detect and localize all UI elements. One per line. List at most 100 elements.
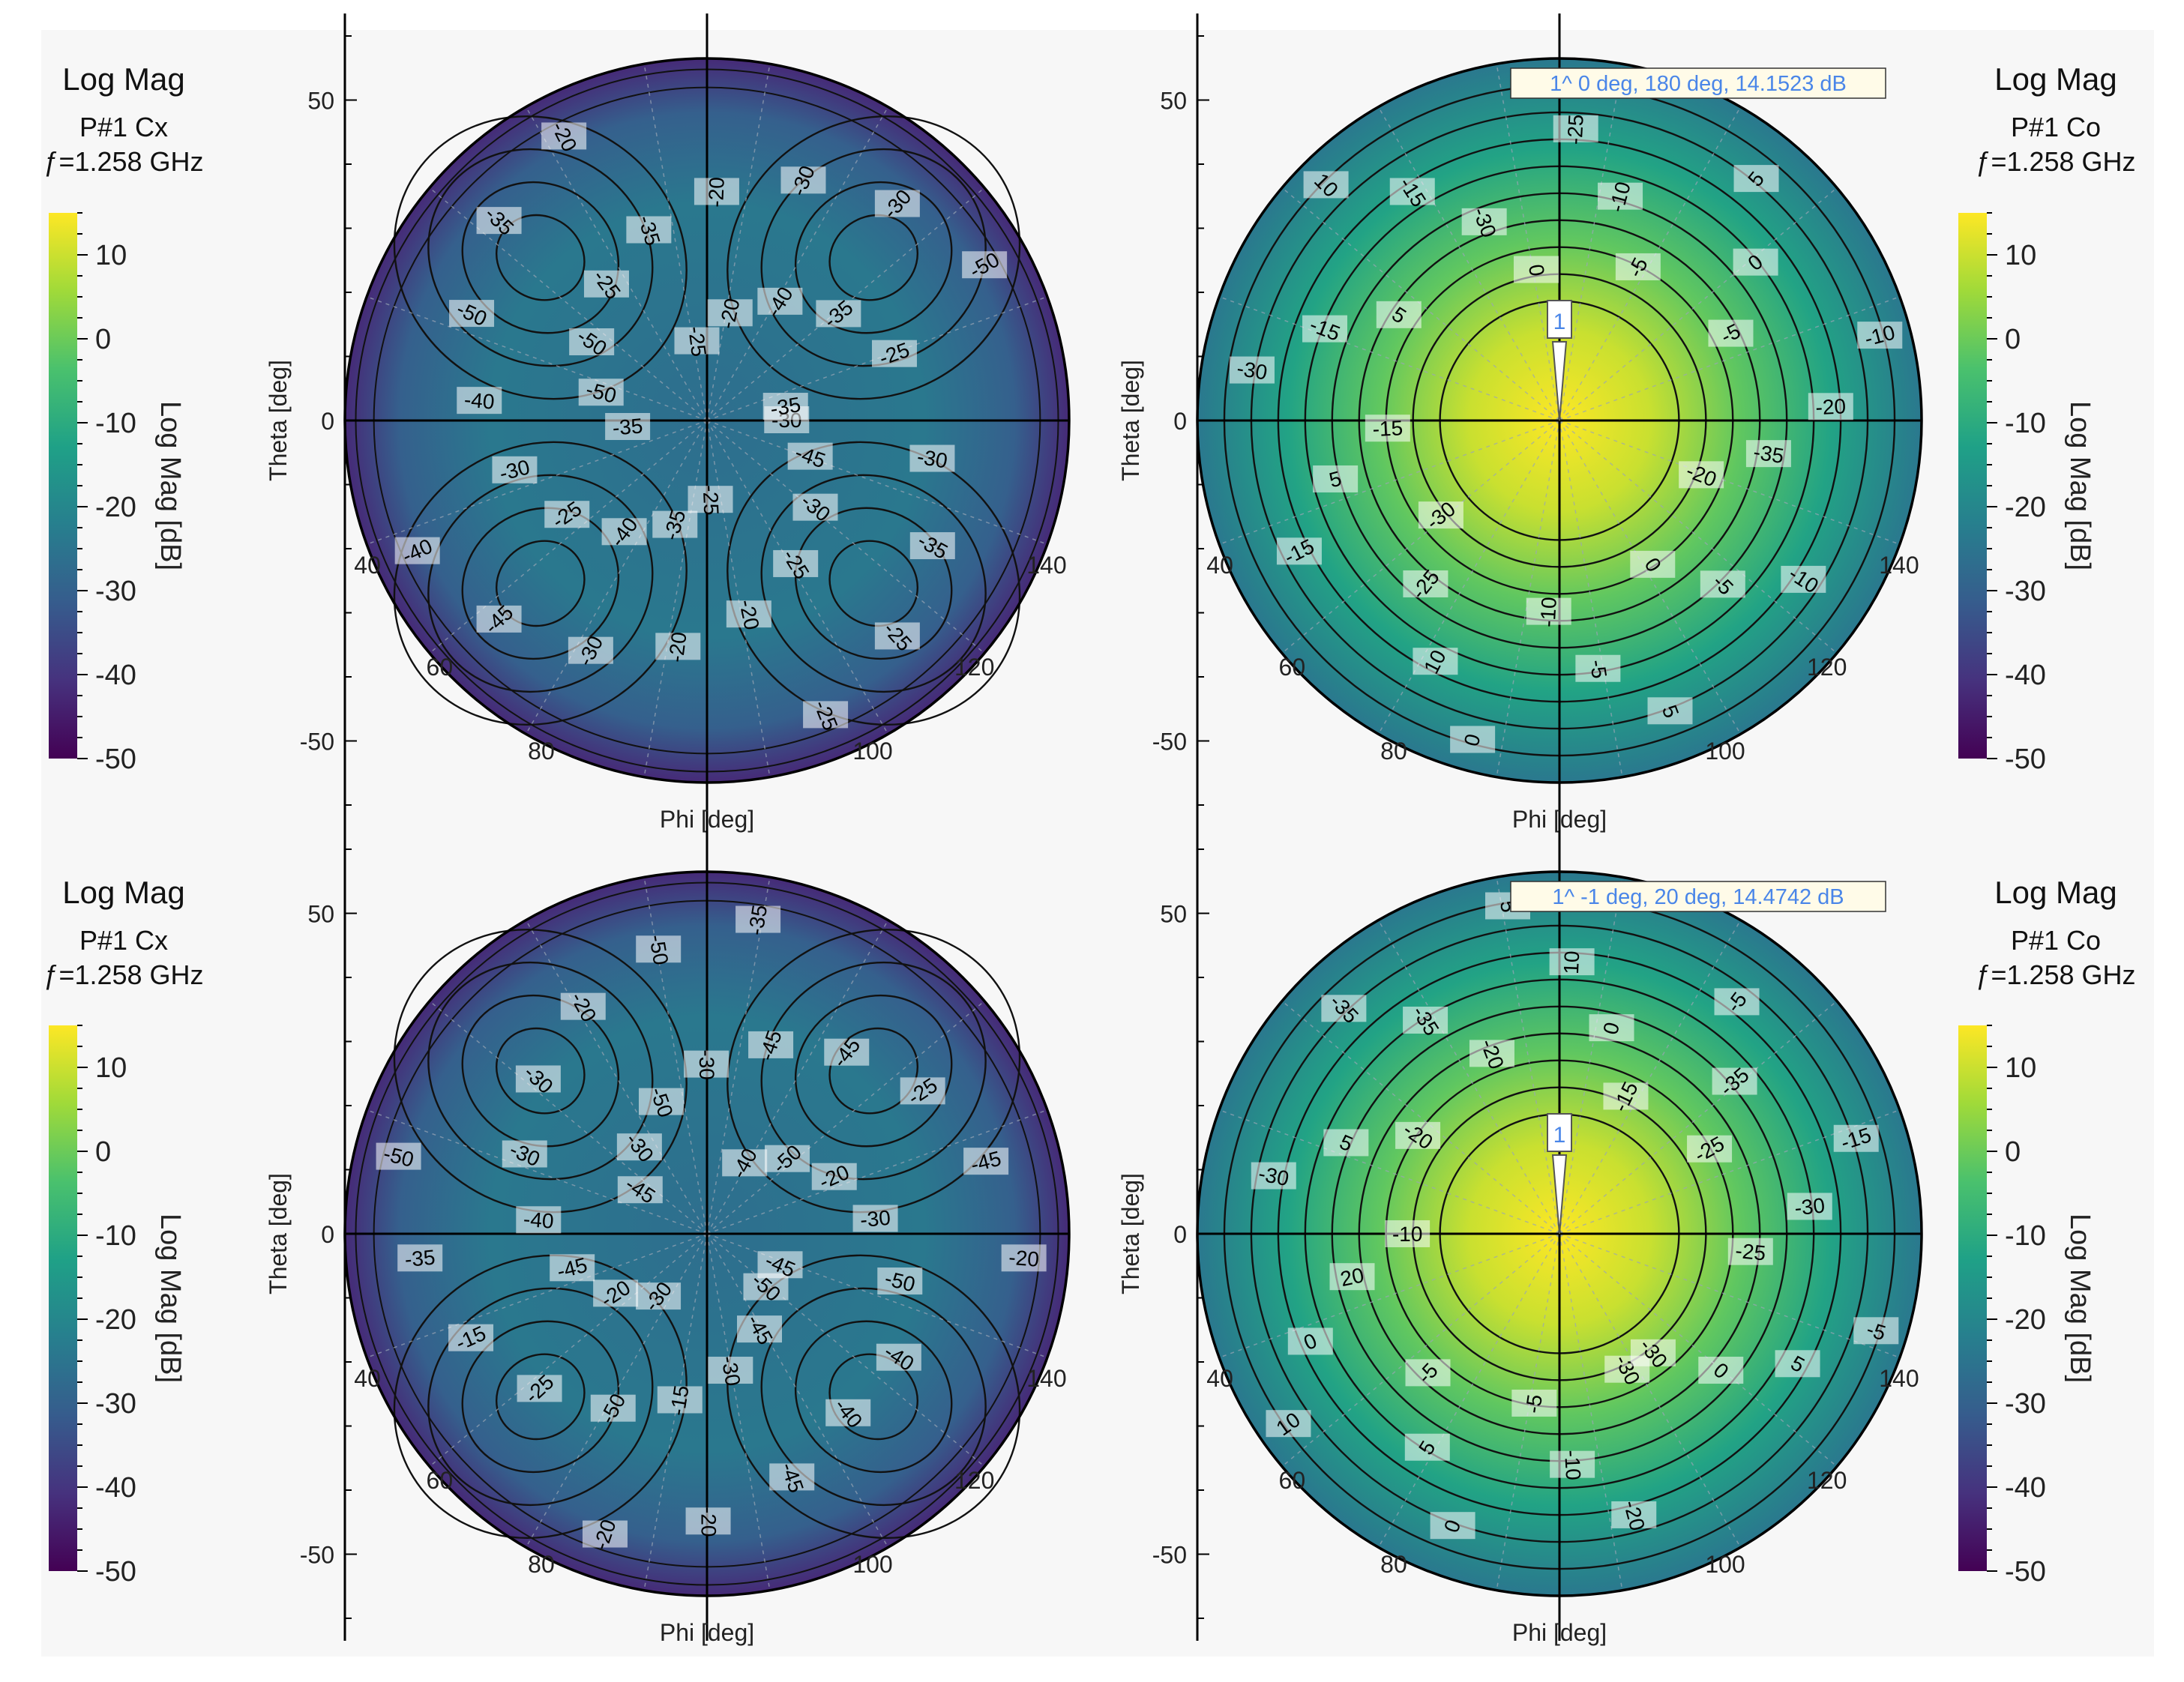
contour-label: 5 [1313, 465, 1359, 492]
contour-label-box [1469, 1040, 1514, 1067]
contour-label-box [1404, 1433, 1450, 1461]
contour-label-text: -35 [1752, 440, 1786, 468]
contour-label-box [722, 1149, 768, 1177]
phi-tick-label: 140 [1879, 1365, 1919, 1392]
contour-line [461, 1320, 620, 1474]
contour-label-box [1598, 182, 1643, 210]
contour-label: 5 [1733, 165, 1779, 193]
contour-label: -45 [963, 1147, 1009, 1177]
contour-label-text: -40 [463, 388, 496, 413]
contour-label-text: -25 [1734, 1239, 1766, 1265]
contour-label-text: 0 [1524, 262, 1549, 277]
contour-label-box [900, 1077, 945, 1105]
colorbar-tick-label: -30 [95, 576, 136, 607]
contour-label: -25 [517, 1370, 562, 1408]
contour-label: -45 [748, 1028, 794, 1064]
grid-spoke [1559, 296, 1901, 421]
contour-label-text: -20 [697, 1507, 720, 1537]
contour-label-box [824, 1038, 870, 1066]
contour-label: -5 [1708, 319, 1754, 349]
colorbar-label: Log Mag [dB] [2064, 1214, 2096, 1383]
contour-label: -35 [626, 212, 672, 248]
phi-tick-label: 80 [528, 738, 555, 765]
contour-label: -45 [476, 600, 522, 639]
contour-label: 5 [1647, 697, 1693, 725]
contour-label: -20 [582, 1516, 628, 1553]
marker-triangle-icon[interactable]: 1 [1547, 1113, 1572, 1235]
contour-label: -15 [1833, 1123, 1879, 1154]
contour-label-box [1365, 415, 1410, 442]
marker-box [1547, 300, 1572, 339]
contour-label: -20 [560, 988, 606, 1026]
grid-spoke [1559, 920, 1742, 1235]
contour-label-box [1615, 253, 1661, 280]
grid-spoke [643, 877, 708, 1235]
contour-label-box [762, 393, 808, 420]
contour-label-box [626, 216, 672, 244]
contour-label-text: -15 [1372, 416, 1404, 441]
contour-line [427, 1287, 654, 1507]
marker-triangle-icon[interactable]: 1 [1547, 300, 1572, 421]
contour-label: -30 [1630, 1334, 1676, 1372]
contour-label: -25 [900, 1073, 945, 1109]
contour-label-text: -40 [523, 1208, 555, 1233]
phi-tick-label: 60 [1279, 1467, 1306, 1494]
contour-label-box [780, 166, 826, 194]
phi-tick-label: 140 [1026, 1365, 1066, 1392]
theta-tick-label: 50 [307, 901, 334, 928]
contour-label: -25 [871, 338, 917, 370]
contour-label-box [636, 935, 682, 963]
colorbar-tick-label: -40 [2005, 660, 2046, 691]
grid-spoke [706, 877, 771, 1235]
contour-label-box [1712, 1067, 1757, 1095]
theta-tick-label: -50 [1152, 729, 1187, 756]
contour-label-box [787, 442, 833, 470]
contour-label: -45 [769, 1459, 815, 1495]
grid-spoke [1281, 187, 1560, 421]
contour-label: -15 [1276, 534, 1322, 569]
contour-label-box [568, 636, 613, 664]
contour-label-text: -35 [404, 1246, 436, 1271]
marker-id: 1 [1553, 310, 1566, 334]
marker-readout: 1^ -1 deg, 20 deg, 14.4742 dB [1510, 881, 1886, 912]
contour-label-text: 20 [1338, 1263, 1366, 1291]
contour-label-box [601, 518, 647, 546]
contour-label: -25 [1727, 1238, 1773, 1265]
colorbar-tick-label: -30 [2005, 1388, 2046, 1420]
contour-label: -15 [1365, 415, 1410, 442]
theta-tick-label: 50 [1160, 88, 1187, 115]
contour-label: -35 [762, 393, 808, 420]
contour-label: -40 [601, 513, 647, 551]
contour-label-box [578, 379, 624, 406]
contour-label-text: -5 [1586, 658, 1611, 680]
grid-spoke [1377, 420, 1560, 735]
contour-label: -45 [617, 1172, 663, 1208]
marker-readout-box [1510, 67, 1886, 99]
contour-label: 10 [1413, 646, 1458, 678]
contour-label-box [449, 300, 495, 328]
contour-label-text: -20 [1815, 394, 1847, 419]
contour-label-box [874, 190, 920, 217]
grid-spoke [1559, 1233, 1742, 1548]
contour-line [393, 1254, 688, 1540]
grid-spoke [1559, 420, 1742, 735]
contour-label: -25 [688, 484, 733, 516]
colorbar-tick-label: 0 [2005, 1136, 2021, 1168]
contour-label: -35 [1712, 1063, 1757, 1100]
contour-label-box [684, 1050, 729, 1078]
contour-line [828, 1027, 919, 1115]
contour-label-box [1698, 1357, 1744, 1384]
contour-label-box [515, 1065, 561, 1093]
legend-title: Log Mag [1994, 61, 2117, 97]
contour-label-box [876, 1343, 921, 1371]
contour-label: -25 [583, 265, 629, 304]
contour-label: -35 [476, 202, 522, 240]
contour-label-box [569, 328, 615, 356]
contour-label-box [1266, 1410, 1311, 1438]
contour-label: -35 [816, 295, 861, 333]
colorbar-tick-label: -40 [95, 1472, 136, 1504]
contour-label-text: -15 [666, 1384, 694, 1417]
contour-label-box [685, 1507, 731, 1535]
contour-label-box [1395, 1121, 1441, 1149]
